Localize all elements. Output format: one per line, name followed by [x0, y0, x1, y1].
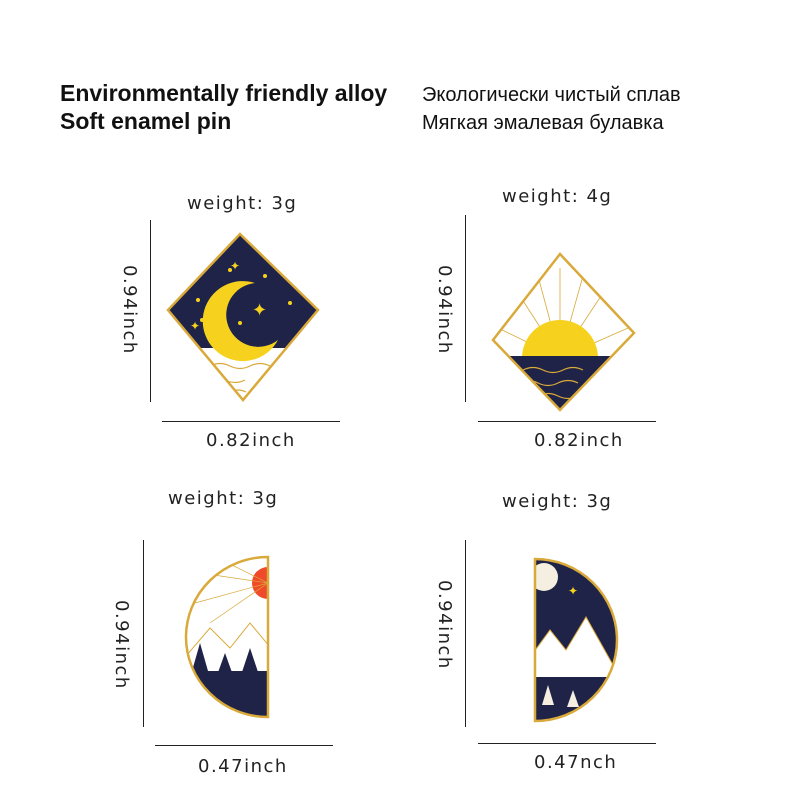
sunset-pin-image [491, 252, 636, 412]
weight-label: weight: 3g [502, 491, 613, 512]
height-label: 0.94inch [111, 600, 132, 690]
sun-mountain-pin-image [184, 555, 270, 719]
height-dimension-line [143, 540, 144, 727]
weight-label: weight: 4g [502, 186, 613, 207]
svg-text:✦: ✦ [190, 319, 200, 333]
heading-ru-line2: Мягкая эмалевая булавка [422, 112, 664, 134]
width-dimension-line [478, 421, 656, 422]
height-dimension-line [465, 215, 466, 402]
height-label: 0.94inch [434, 580, 455, 670]
width-dimension-line [155, 745, 333, 746]
heading-en-line2: Soft enamel pin [60, 108, 232, 134]
svg-text:✦: ✦ [230, 259, 240, 273]
width-dimension-line [162, 421, 340, 422]
heading-ru-line1: Экологически чистый сплав [422, 84, 681, 106]
weight-label: weight: 3g [187, 193, 298, 214]
svg-text:✦: ✦ [252, 300, 267, 321]
heading-en-line1: Environmentally friendly alloy [60, 80, 388, 106]
height-label: 0.94inch [119, 265, 140, 355]
width-dimension-line [478, 743, 656, 744]
width-label: 0.47nch [534, 752, 618, 773]
moon-pin-image: ✦ ✦ ✦ [166, 232, 320, 402]
svg-text:✦: ✦ [568, 584, 578, 598]
width-label: 0.82inch [206, 430, 296, 451]
height-label: 0.94inch [434, 265, 455, 355]
height-dimension-line [150, 220, 151, 402]
weight-label: weight: 3g [168, 488, 279, 509]
width-label: 0.47inch [198, 756, 288, 777]
height-dimension-line [465, 540, 466, 727]
width-label: 0.82inch [534, 430, 624, 451]
night-mountain-pin-image: ✦ ✦ [533, 557, 619, 723]
